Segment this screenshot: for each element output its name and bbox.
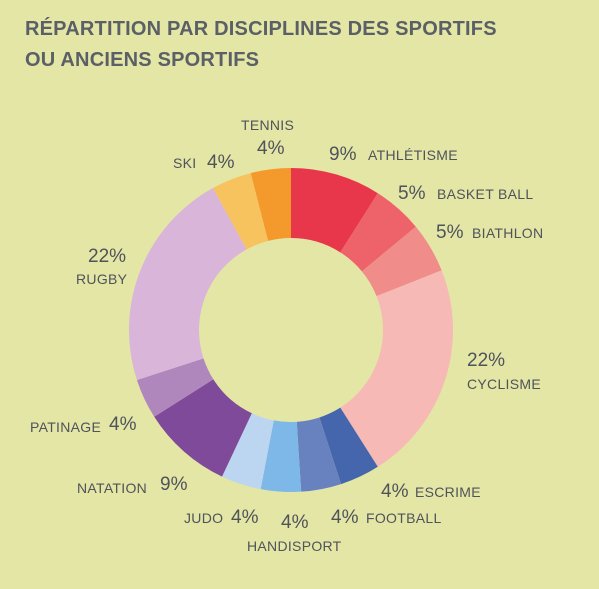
value-label-athletisme: 9% — [329, 144, 357, 165]
value-label-biathlon: 5% — [436, 222, 464, 243]
slice-judo — [222, 413, 274, 490]
donut-slices — [129, 168, 454, 492]
donut-labels: 9% ATHLÉTISME 5% BASKET BALL 5% BIATHLON 22% CY… — [30, 117, 543, 554]
slice-athletisme — [291, 168, 378, 253]
slice-escrime — [319, 407, 378, 485]
category-label-natation: NATATION — [77, 480, 147, 496]
value-label-judo: 4% — [231, 507, 259, 528]
slice-biathlon — [361, 226, 442, 297]
value-label-rugby: 22% — [88, 246, 126, 267]
slice-ski — [212, 173, 269, 250]
chart-title: RÉPARTITION PAR DISCIPLINES DES SPORTIFS… — [25, 14, 565, 76]
slice-natation — [154, 379, 252, 477]
category-label-football: FOOTBALL — [366, 510, 442, 526]
value-label-handisport: 4% — [281, 512, 309, 533]
category-label-patinage: PATINAGE — [30, 419, 101, 435]
value-label-escrime: 4% — [381, 481, 409, 502]
chart-title-line-1: RÉPARTITION PAR DISCIPLINES DES SPORTIFS — [25, 18, 497, 40]
value-label-natation: 9% — [160, 474, 188, 495]
slice-cyclisme — [340, 270, 454, 467]
slice-rugby — [129, 188, 247, 381]
category-label-biathlon: BIATHLON — [472, 225, 543, 241]
category-label-basket-ball: BASKET BALL — [437, 186, 533, 202]
slice-patinage — [136, 358, 214, 417]
value-label-basket-ball: 5% — [398, 183, 426, 204]
slice-basket-ball — [340, 193, 416, 272]
category-label-escrime: ESCRIME — [415, 484, 481, 500]
value-label-football: 4% — [331, 507, 359, 528]
value-label-ski: 4% — [207, 152, 235, 173]
value-label-tennis: 4% — [257, 138, 285, 159]
value-label-patinage: 4% — [109, 414, 137, 435]
category-label-ski: SKI — [173, 155, 196, 171]
category-label-athletisme: ATHLÉTISME — [368, 147, 458, 163]
slice-handisport — [260, 420, 302, 492]
slice-tennis — [250, 168, 291, 241]
category-label-handisport: HANDISPORT — [247, 538, 342, 554]
chart-title-line-2: OU ANCIENS SPORTIFS — [25, 49, 260, 71]
slice-football — [296, 417, 342, 492]
category-label-tennis: TENNIS — [241, 117, 294, 133]
category-label-cyclisme: CYCLISME — [467, 376, 541, 392]
category-label-judo: JUDO — [184, 510, 223, 526]
category-label-rugby: RUGBY — [76, 271, 128, 287]
value-label-cyclisme: 22% — [467, 350, 505, 371]
